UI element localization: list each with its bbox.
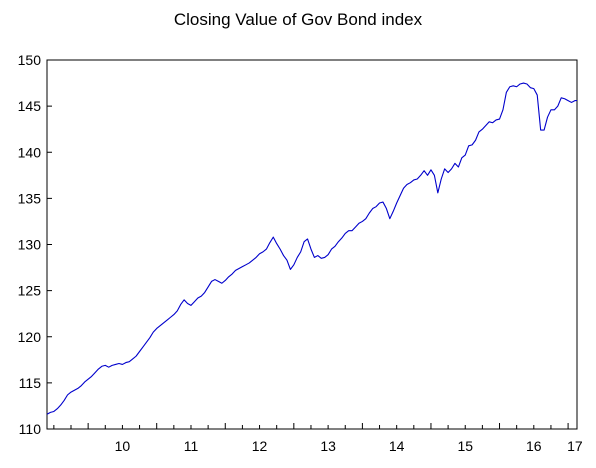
- y-tick-label: 130: [18, 237, 42, 253]
- y-axis: 110 115 120 125 130 135 140 145 150: [18, 52, 52, 437]
- y-tick-label: 120: [18, 329, 42, 345]
- plot-frame: [46, 59, 578, 430]
- y-tick-label: 115: [19, 375, 42, 391]
- x-tick-label: 14: [389, 438, 405, 454]
- y-tick-label: 125: [18, 283, 42, 299]
- y-tick-label: 145: [18, 98, 42, 114]
- y-tick-label: 150: [18, 52, 42, 68]
- y-tick-label: 135: [18, 190, 42, 206]
- x-tick-label: 13: [320, 438, 336, 454]
- chart-title: Closing Value of Gov Bond index: [173, 10, 423, 29]
- series-line: [46, 82, 577, 415]
- x-tick-label: 11: [184, 438, 199, 454]
- x-axis: 10 11 12 13 14 15 16 17: [53, 423, 583, 454]
- x-tick-label: 17: [567, 438, 583, 454]
- y-tick-label: 140: [18, 144, 42, 160]
- x-tick-label: 12: [252, 438, 268, 454]
- x-tick-label: 16: [526, 438, 542, 454]
- x-tick-label: 10: [115, 438, 131, 454]
- y-tick-label: 110: [19, 421, 42, 437]
- x-tick-label: 15: [457, 438, 473, 454]
